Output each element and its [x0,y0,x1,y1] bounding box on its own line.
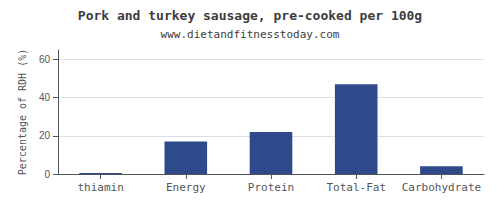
svg-text:Pork and turkey sausage, pre-c: Pork and turkey sausage, pre-cooked per … [78,8,422,23]
svg-text:60: 60 [39,54,51,65]
svg-text:20: 20 [39,130,51,141]
svg-text:Carbohydrate: Carbohydrate [402,181,481,194]
svg-text:Total-Fat: Total-Fat [326,181,386,194]
svg-text:40: 40 [39,92,51,103]
svg-text:thiamin: thiamin [77,181,123,194]
svg-text:Energy: Energy [166,181,206,194]
svg-text:www.dietandfitnesstoday.com: www.dietandfitnesstoday.com [161,28,340,41]
svg-text:Percentage of RDH (%): Percentage of RDH (%) [17,49,28,175]
svg-text:Protein: Protein [248,181,294,194]
svg-text:0: 0 [44,169,50,180]
